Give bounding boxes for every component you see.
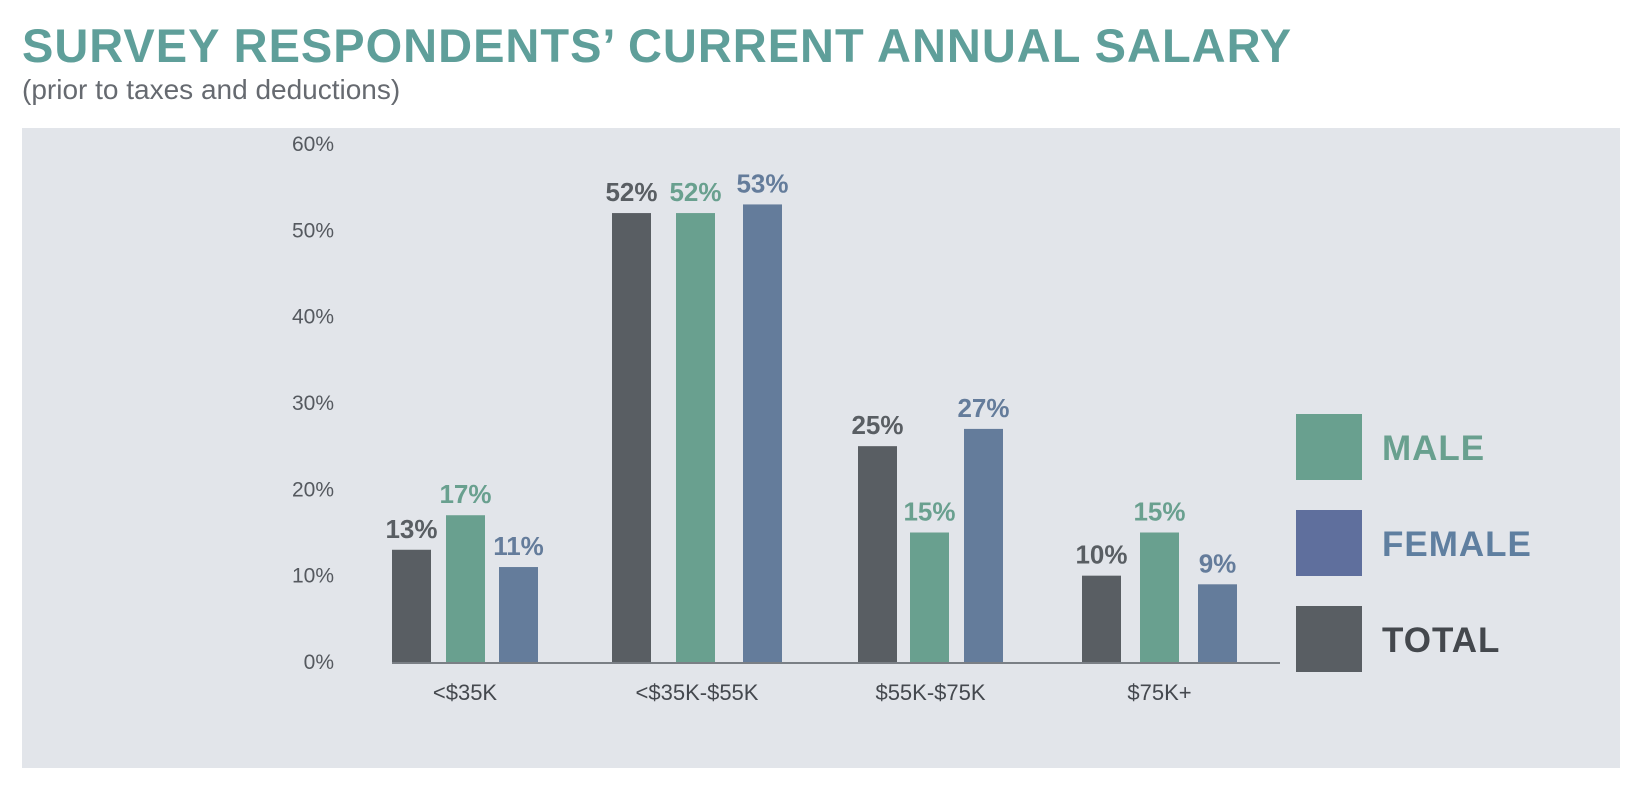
legend-label: FEMALE (1382, 525, 1532, 564)
bar (499, 567, 538, 662)
x-tick-label: $75K+ (1127, 680, 1191, 705)
y-tick-label: 50% (292, 219, 334, 242)
data-label: 53% (736, 168, 788, 198)
bar-chart: 0% 10% 20% 30% 40% 50% 60% 13% 52% 25% 10% 17% 52% 15… (292, 133, 1532, 705)
data-label: 27% (957, 393, 1009, 423)
bar (446, 515, 485, 662)
bar (612, 213, 651, 663)
data-label: 15% (903, 497, 955, 527)
legend-label: MALE (1382, 429, 1485, 468)
bar (1198, 584, 1237, 662)
legend-swatch (1296, 414, 1362, 480)
y-tick-label: 0% (304, 651, 334, 674)
data-label: 9% (1199, 548, 1237, 578)
x-tick-label: <$35K (433, 680, 498, 705)
y-tick-label: 20% (292, 478, 334, 501)
chart-subtitle: (prior to taxes and deductions) (22, 74, 401, 105)
bar (1082, 575, 1121, 662)
legend-label: TOTAL (1382, 621, 1500, 660)
bar (910, 532, 949, 662)
data-label: 10% (1075, 540, 1127, 570)
x-tick-label: $55K-$75K (875, 680, 985, 705)
data-label: 52% (605, 177, 657, 207)
legend-swatch (1296, 606, 1362, 672)
data-label: 15% (1133, 497, 1185, 527)
bar (676, 213, 715, 663)
x-tick-label: <$35K-$55K (636, 680, 759, 705)
data-label: 13% (385, 514, 437, 544)
y-tick-label: 40% (292, 306, 334, 329)
y-tick-label: 30% (292, 392, 334, 415)
y-tick-label: 60% (292, 133, 334, 156)
chart-panel: 0% 10% 20% 30% 40% 50% 60% 13% 52% 25% 10% 17% 52% 15… (22, 128, 1620, 768)
y-tick-label: 10% (292, 565, 334, 588)
legend-swatch (1296, 510, 1362, 576)
bar (964, 428, 1003, 662)
data-label: 25% (851, 410, 903, 440)
bar (858, 446, 897, 662)
bar (1140, 532, 1179, 662)
data-label: 11% (493, 531, 544, 561)
bar (392, 549, 431, 662)
chart-title: SURVEY RESPONDENTS’ CURRENT ANNUAL SALAR… (22, 19, 1293, 72)
data-label: 52% (669, 177, 721, 207)
bar (743, 204, 782, 662)
data-label: 17% (439, 479, 491, 509)
